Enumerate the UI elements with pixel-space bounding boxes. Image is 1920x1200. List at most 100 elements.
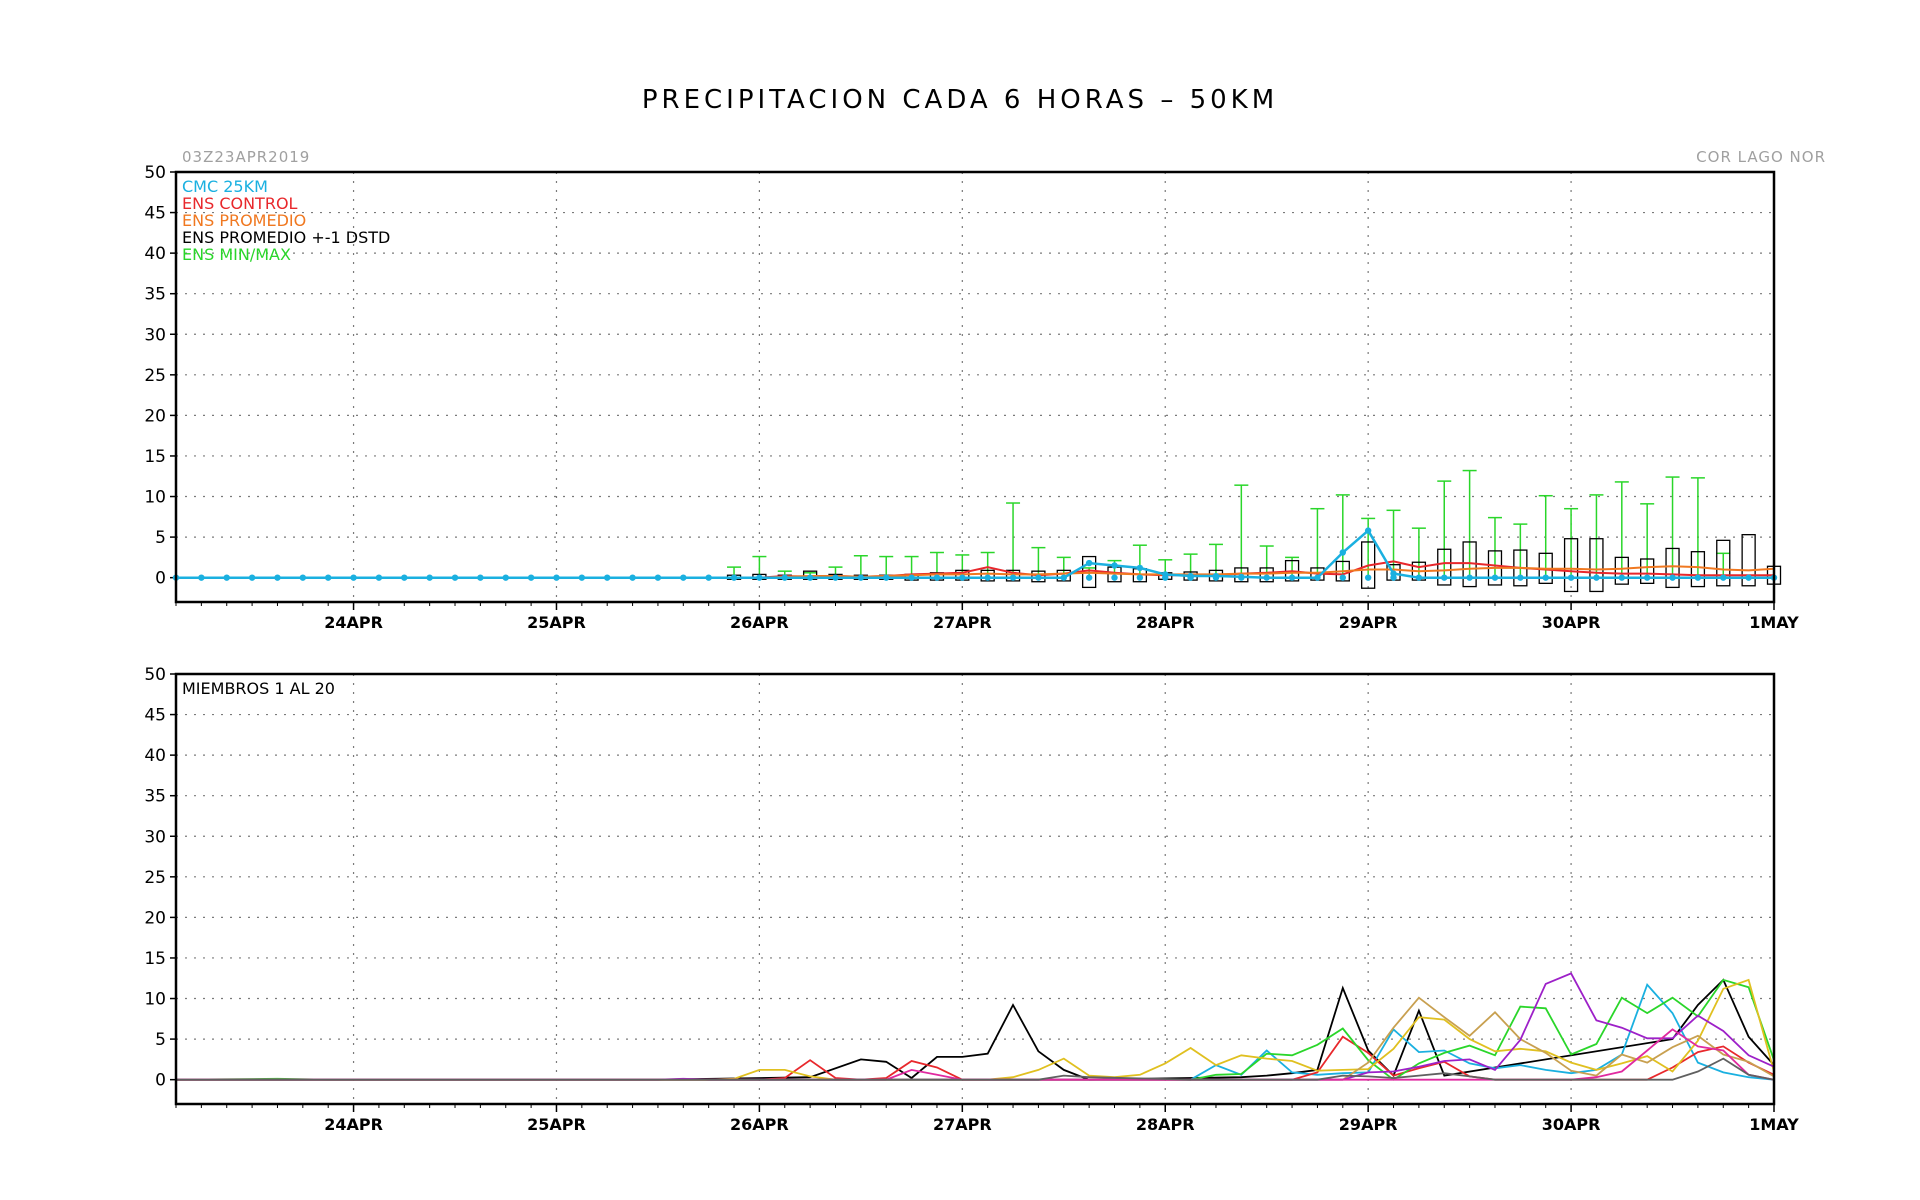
top-xtick-label-5: 29APR	[1339, 613, 1398, 632]
top-legend-entry-4: ENS MIN/MAX	[182, 245, 291, 264]
top-cmc-point	[1187, 574, 1194, 581]
top-cmc-point	[1136, 574, 1144, 581]
top-std-box	[1031, 570, 1046, 583]
bottom-xtick-label-7: 1MAY	[1749, 1115, 1799, 1134]
top-std-box	[1437, 548, 1452, 586]
top-xtick-label-7: 1MAY	[1749, 613, 1799, 632]
bottom-ytick-label-20: 20	[144, 908, 166, 928]
top-cmc-point	[1517, 574, 1524, 581]
bottom-ytick-label-25: 25	[144, 868, 166, 888]
top-cmc-point	[1339, 549, 1346, 556]
top-cmc-point	[553, 574, 560, 581]
top-std-box	[1690, 551, 1706, 588]
top-cmc-point	[1136, 564, 1144, 572]
top-std-box	[1665, 547, 1680, 589]
bottom-ytick-label-10: 10	[144, 990, 166, 1010]
bottom-xtick-label-0: 24APR	[324, 1115, 383, 1134]
top-cmc-point	[1364, 574, 1372, 581]
top-ytick-label-45: 45	[144, 204, 166, 224]
bottom-xtick-label-6: 30APR	[1542, 1115, 1601, 1134]
bottom-ytick-label-35: 35	[144, 787, 166, 807]
bottom-xtick-label-1: 25APR	[527, 1115, 586, 1134]
top-ytick-label-10: 10	[144, 488, 166, 508]
top-cmc-point	[1111, 562, 1118, 569]
member-line-6	[176, 996, 1775, 1081]
bottom-legend-entry-0: MIEMBROS 1 AL 20	[182, 679, 335, 698]
top-xtick-label-6: 30APR	[1542, 613, 1601, 632]
bottom-frame	[174, 672, 1776, 1106]
top-cmc-point	[223, 574, 230, 581]
top-legend-entry-3: ENS PROMEDIO +-1 DSTD	[182, 228, 390, 247]
top-cmc-point	[1009, 574, 1017, 581]
top-control-line	[176, 560, 1774, 579]
top-cmc-point	[451, 574, 459, 581]
top-std-box	[1563, 538, 1579, 593]
bottom-ytick-label-15: 15	[144, 949, 166, 969]
top-cmc-point	[781, 574, 788, 581]
top-cmc-point	[477, 574, 484, 581]
top-cmc-point	[1314, 574, 1321, 581]
top-cmc-line	[176, 528, 1774, 579]
top-cmc-point	[756, 574, 763, 581]
top-ytick-label-0: 0	[155, 569, 166, 589]
top-cmc-point	[1745, 574, 1752, 581]
top-legend-entry-0: CMC 25KM	[182, 177, 268, 196]
top-cmc-point	[629, 574, 636, 581]
top-cmc-point	[1441, 574, 1448, 581]
top-cmc-point	[1339, 574, 1346, 581]
member-line-4	[175, 978, 1775, 1081]
ensemble-members-panel: 0 5 10 15 20 25 30 35 40 45 50 24APR 25APR 26APR 27APR…	[144, 665, 1799, 1134]
top-cmc-point	[350, 574, 357, 581]
run-label: 03Z23APR2019	[182, 148, 310, 166]
bottom-xtick-label-3: 27APR	[933, 1115, 992, 1134]
bottom-ytick-label-45: 45	[144, 706, 166, 726]
top-cmc-point	[1288, 574, 1296, 581]
top-std-box	[1716, 539, 1731, 587]
top-std-box	[1614, 556, 1629, 585]
top-cmc-point	[1162, 574, 1169, 581]
top-frame	[174, 170, 1776, 604]
top-ytick-label-30: 30	[144, 325, 166, 345]
top-cmc-point	[1263, 574, 1270, 581]
top-std-box	[1589, 538, 1604, 593]
member-line-5	[176, 978, 1775, 1081]
top-ytick-label-15: 15	[144, 447, 166, 467]
member-line-3	[176, 1035, 1775, 1081]
bottom-ytick-label-50: 50	[144, 665, 166, 685]
top-cmc-point	[832, 574, 839, 581]
top-cmc-point	[1085, 559, 1093, 567]
top-cmc-point	[1669, 574, 1676, 581]
top-cmc-point	[857, 574, 865, 581]
bottom-xtick-label-5: 29APR	[1339, 1115, 1398, 1134]
top-cmc-point	[933, 574, 941, 581]
top-cmc-point	[375, 574, 383, 581]
top-cmc-point	[1238, 574, 1245, 581]
figure-title: PRECIPITACION CADA 6 HORAS – 50KM	[642, 85, 1278, 115]
top-cmc-point	[1035, 574, 1042, 581]
top-cmc-point	[730, 574, 738, 581]
ensemble-summary-panel: 0 5 10 15 20 25 30 35 40 45 50 24APR 25APR 26APR 27APR…	[144, 163, 1799, 632]
top-ytick-label-20: 20	[144, 406, 166, 426]
bottom-xtick-label-4: 28APR	[1136, 1115, 1195, 1134]
top-ytick-label-35: 35	[144, 285, 166, 305]
top-cmc-point	[1618, 574, 1626, 581]
top-cmc-point	[324, 574, 332, 581]
top-std-box	[1741, 534, 1756, 587]
member-line-2	[176, 982, 1775, 1081]
top-xtick-label-2: 26APR	[730, 613, 789, 632]
top-std-box	[980, 569, 995, 582]
top-cmc-point	[604, 574, 611, 581]
top-cmc-point	[806, 574, 814, 581]
top-cmc-point	[883, 574, 890, 581]
bottom-ytick-label-0: 0	[155, 1071, 166, 1091]
top-cmc-point	[1567, 574, 1575, 581]
top-cmc-point	[1415, 574, 1423, 581]
top-cmc-point	[198, 574, 205, 581]
top-std-box	[1005, 569, 1021, 582]
top-cmc-point	[959, 574, 966, 581]
top-cmc-point	[1593, 574, 1600, 581]
top-xtick-label-1: 25APR	[527, 613, 586, 632]
top-cmc-point	[680, 574, 687, 581]
top-cmc-point	[705, 574, 712, 581]
